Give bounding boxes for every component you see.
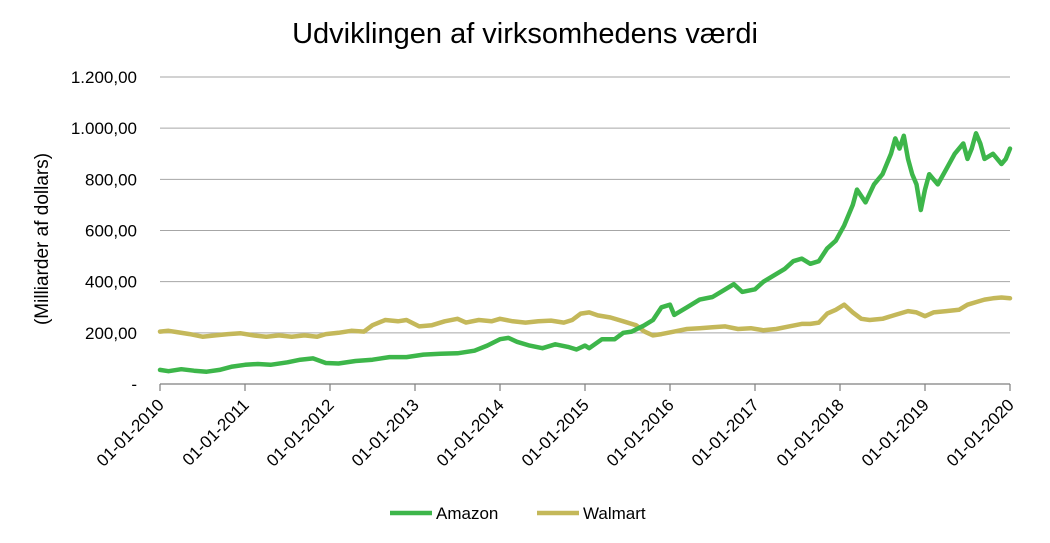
series-lines	[157, 131, 1013, 374]
legend-label-amazon: Amazon	[436, 504, 498, 523]
y-tick-label: -	[131, 375, 137, 394]
x-tick-labels: 01-01-2010 01-01-2011 01-01-2012 01-01-2013…	[93, 384, 1018, 470]
x-tick-label: 01-01-2013	[348, 395, 423, 470]
x-tick-label: 01-01-2011	[179, 395, 253, 469]
x-tick-label: 01-01-2015	[518, 395, 593, 470]
chart-title: Udviklingen af virksomhedens værdi	[292, 18, 758, 50]
series-line-amazon	[157, 131, 1013, 374]
y-tick-label: 600,00	[85, 222, 137, 241]
x-tick-label: 01-01-2012	[263, 395, 338, 470]
x-tick-label: 01-01-2017	[688, 395, 763, 470]
x-tick-label: 01-01-2018	[773, 395, 848, 470]
y-axis-label: (Milliarder af dollars)	[32, 153, 53, 325]
y-tick-labels: - 200,00 400,00 600,00 800,00 1.000,00 1.200,0…	[71, 68, 137, 394]
legend-label-walmart: Walmart	[583, 504, 646, 523]
y-tick-label: 1.000,00	[71, 119, 137, 138]
x-tick-label: 01-01-2010	[93, 395, 168, 470]
legend: Amazon Walmart	[390, 504, 646, 523]
y-tick-label: 1.200,00	[71, 68, 137, 87]
gridlines	[160, 76, 1010, 334]
series-line-walmart	[157, 295, 1013, 339]
y-tick-label: 400,00	[85, 273, 137, 292]
x-tick-label: 01-01-2016	[603, 395, 678, 470]
x-tick-label: 01-01-2019	[858, 395, 933, 470]
y-tick-label: 800,00	[85, 170, 137, 189]
y-tick-label: 200,00	[85, 324, 137, 343]
x-tick-label: 01-01-2020	[943, 395, 1018, 470]
x-tick-label: 01-01-2014	[433, 395, 508, 470]
